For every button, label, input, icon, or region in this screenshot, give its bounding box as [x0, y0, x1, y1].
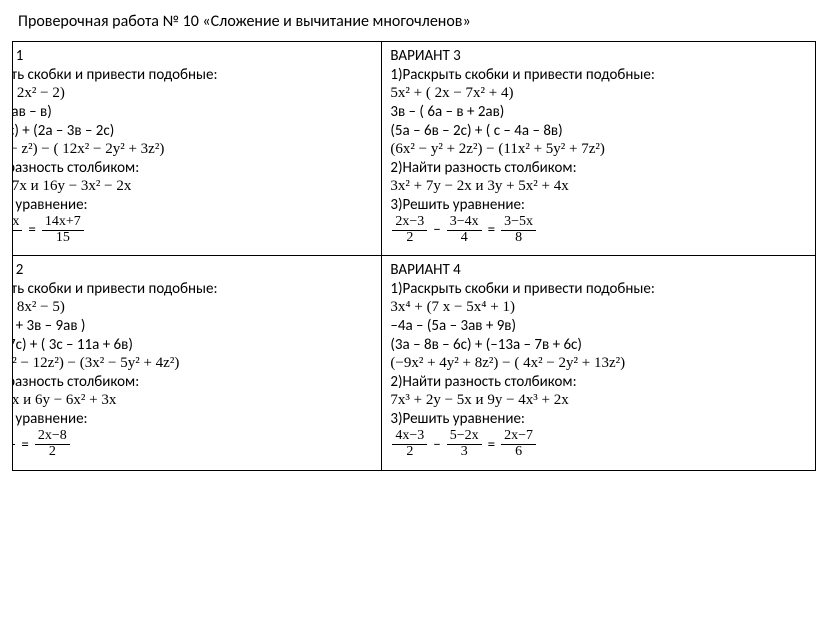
equation: 2x−32 − 3−4x4 = 3−5x8 — [390, 215, 807, 245]
task-1-title: 1)Раскрыть скобки и привести подобные: — [390, 280, 807, 298]
expr: (4а – в – с) + (2а – 3в – 2с) — [13, 122, 374, 140]
expr: (−9x² + 4y² + 8z²) − ( 4x² − 2y² + 13z²) — [390, 355, 807, 372]
task-3-title: 3)Решить уравнение: — [390, 196, 807, 214]
task-1-title: 1)Раскрыть скобки и привести подобные: — [13, 280, 374, 298]
cell-variant-4: ВАРИАНТ 4 1)Раскрыть скобки и привести п… — [382, 256, 816, 470]
task-2-title: 2)Найти разность столбиком: — [13, 159, 374, 177]
task-2-title: 2)Найти разность столбиком: — [390, 159, 807, 177]
cell-variant-3: ВАРИАНТ 3 1)Раскрыть скобки и привести п… — [382, 42, 816, 256]
expr: (7x² + 4 y² − 12z²) − (3x² − 5y² + 4z²) — [13, 355, 374, 372]
expr: 9x² + (x − 8x² − 5) — [13, 299, 374, 316]
expr: 7x³ + 2y − 5x и 9y − 4x³ + 2x — [390, 392, 807, 409]
task-2-title: 2)Найти разность столбиком: — [13, 373, 374, 391]
task-3-title: 3)Решить уравнение: — [390, 410, 807, 428]
expr: 3x⁴ + (7 x − 5x⁴ + 1) — [390, 299, 807, 316]
expr: 3в – ( 6а – в + 2ав) — [390, 103, 807, 121]
variant-header: ВАРИАНТ 1 — [13, 47, 374, 65]
task-3-title: 3)Решить уравнение: — [13, 196, 374, 214]
expr: (6x² − y² + 2z²) − (11x² + 5y² + 7z²) — [390, 141, 807, 158]
expr: x² − 5y + 7x и 16y − 3x² − 2x — [13, 178, 374, 195]
task-1-title: 1)Раскрыть скобки и привести подобные: — [390, 66, 807, 84]
task-1-title: 1)Раскрыть скобки и привести подобные: — [13, 66, 374, 84]
expr: (3x² + y² − z²) − ( 12x² − 2y² + 3z²) — [13, 141, 374, 158]
expr: (а – 9в – 7с) + ( 3с – 11а + 6в) — [13, 336, 374, 354]
expr: 3x² + 7y − 2x и 3y + 5x² + 4x — [390, 178, 807, 195]
expr: x² − 3y + x и 6y − 6x² + 3x — [13, 392, 374, 409]
equation: x2 − x+33 = 2x−82 — [13, 429, 374, 459]
expr: 6x² + (x − 2x² − 2) — [13, 85, 374, 102]
expr: (5а – 6в – 2с) + ( с – 4а – 8в) — [390, 122, 807, 140]
task-3-title: 3)Решить уравнение: — [13, 410, 374, 428]
page-title: Проверочная работа № 10 «Сложение и вычи… — [18, 12, 816, 31]
cell-variant-2: ВАРИАНТ 2 1)Раскрыть скобки и привести п… — [13, 256, 382, 470]
expr: (3а – 8в – 6с) + (–13а – 7в + 6с) — [390, 336, 807, 354]
task-2-title: 2)Найти разность столбиком: — [390, 373, 807, 391]
expr: –4а – (5а – 3ав + 9в) — [390, 317, 807, 335]
variant-header: ВАРИАНТ 4 — [390, 261, 807, 279]
variant-header: ВАРИАНТ 3 — [390, 47, 807, 65]
expr: 5в – ( –4а + 3в – 9ав ) — [13, 317, 374, 335]
expr: 5x² + ( 2x − 7x² + 4) — [390, 85, 807, 102]
cell-variant-1: ВАРИАНТ 1 1)Раскрыть скобки и привести п… — [13, 42, 382, 256]
variants-table: ВАРИАНТ 1 1)Раскрыть скобки и привести п… — [12, 41, 816, 471]
expr: 2а – ( а + ав – в) — [13, 103, 374, 121]
variant-header: ВАРИАНТ 2 — [13, 261, 374, 279]
equation: 4x−32 − 5−2x3 = 2x−76 — [390, 429, 807, 459]
equation: x3 − 1−3x5 = 14x+715 — [13, 215, 374, 245]
